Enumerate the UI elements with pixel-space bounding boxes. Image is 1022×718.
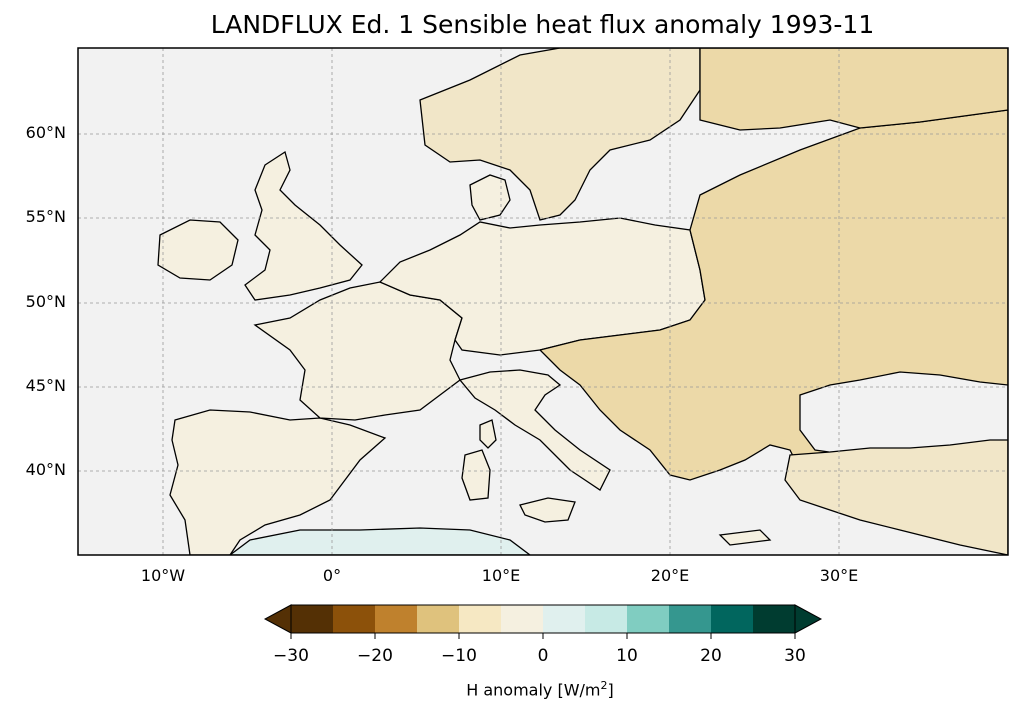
colorbar-segment (753, 605, 796, 633)
colorbar-title-end: ] (607, 680, 614, 700)
lon-label-10e: 10°E (481, 566, 521, 585)
colorbar-segment (291, 605, 334, 633)
colorbar-title-sup: 2 (600, 679, 608, 692)
gridlines (78, 48, 1008, 555)
land-north-africa (228, 527, 532, 555)
lat-label-50: 50°N (25, 292, 66, 311)
land-anatolia (784, 439, 1008, 555)
land-sicily (519, 497, 576, 523)
colorbar-tick-label: 10 (616, 646, 638, 666)
colorbar-segment (543, 605, 586, 633)
colorbar-tick-label: 20 (700, 646, 722, 666)
colorbar-segment (417, 605, 460, 633)
colorbar-segment (627, 605, 670, 633)
lon-label-10w: 10°W (140, 566, 186, 585)
lon-label-20e: 20°E (650, 566, 690, 585)
land-denmark (469, 174, 511, 221)
map-title: LANDFLUX Ed. 1 Sensible heat flux anomal… (210, 10, 875, 39)
map-frame (77, 47, 1009, 556)
lat-label-45: 45°N (25, 376, 66, 395)
colorbar-segment (711, 605, 754, 633)
colorbar-segment (585, 605, 628, 633)
land-ireland (157, 219, 239, 281)
colorbar-segment (333, 605, 376, 633)
lon-label-30e: 30°E (819, 566, 859, 585)
colorbar-title-main: H anomaly [W/m (466, 680, 601, 700)
colorbar-segment (459, 605, 502, 633)
colorbar-tick-label: −10 (441, 646, 477, 666)
land-finland (699, 48, 1008, 131)
colorbar-tick-label: −20 (357, 646, 393, 666)
land-iberia (169, 409, 387, 555)
colorbar-segment (669, 605, 712, 633)
colorbar-title: H anomaly [W/m2] (340, 679, 740, 699)
lat-label-40: 40°N (25, 460, 66, 479)
land-corsica (479, 419, 497, 449)
colorbar-segment (375, 605, 418, 633)
lon-label-0: 0° (322, 566, 342, 585)
land-italy (458, 369, 611, 491)
colorbar-under-arrow (263, 604, 292, 634)
colorbar-tick-label: 30 (784, 646, 806, 666)
map-panel[interactable] (0, 0, 1022, 600)
land-sardinia (461, 449, 491, 501)
colorbar-tick-label: 0 (537, 646, 549, 666)
land-great-britain (244, 150, 363, 301)
colorbar-tick-label: −30 (273, 646, 309, 666)
land-france (253, 281, 463, 421)
lat-label-60: 60°N (25, 123, 66, 142)
land-crete (718, 529, 772, 546)
colorbar-over-arrow (794, 604, 823, 634)
lat-label-55: 55°N (25, 207, 66, 226)
colorbar-segment (501, 605, 544, 633)
